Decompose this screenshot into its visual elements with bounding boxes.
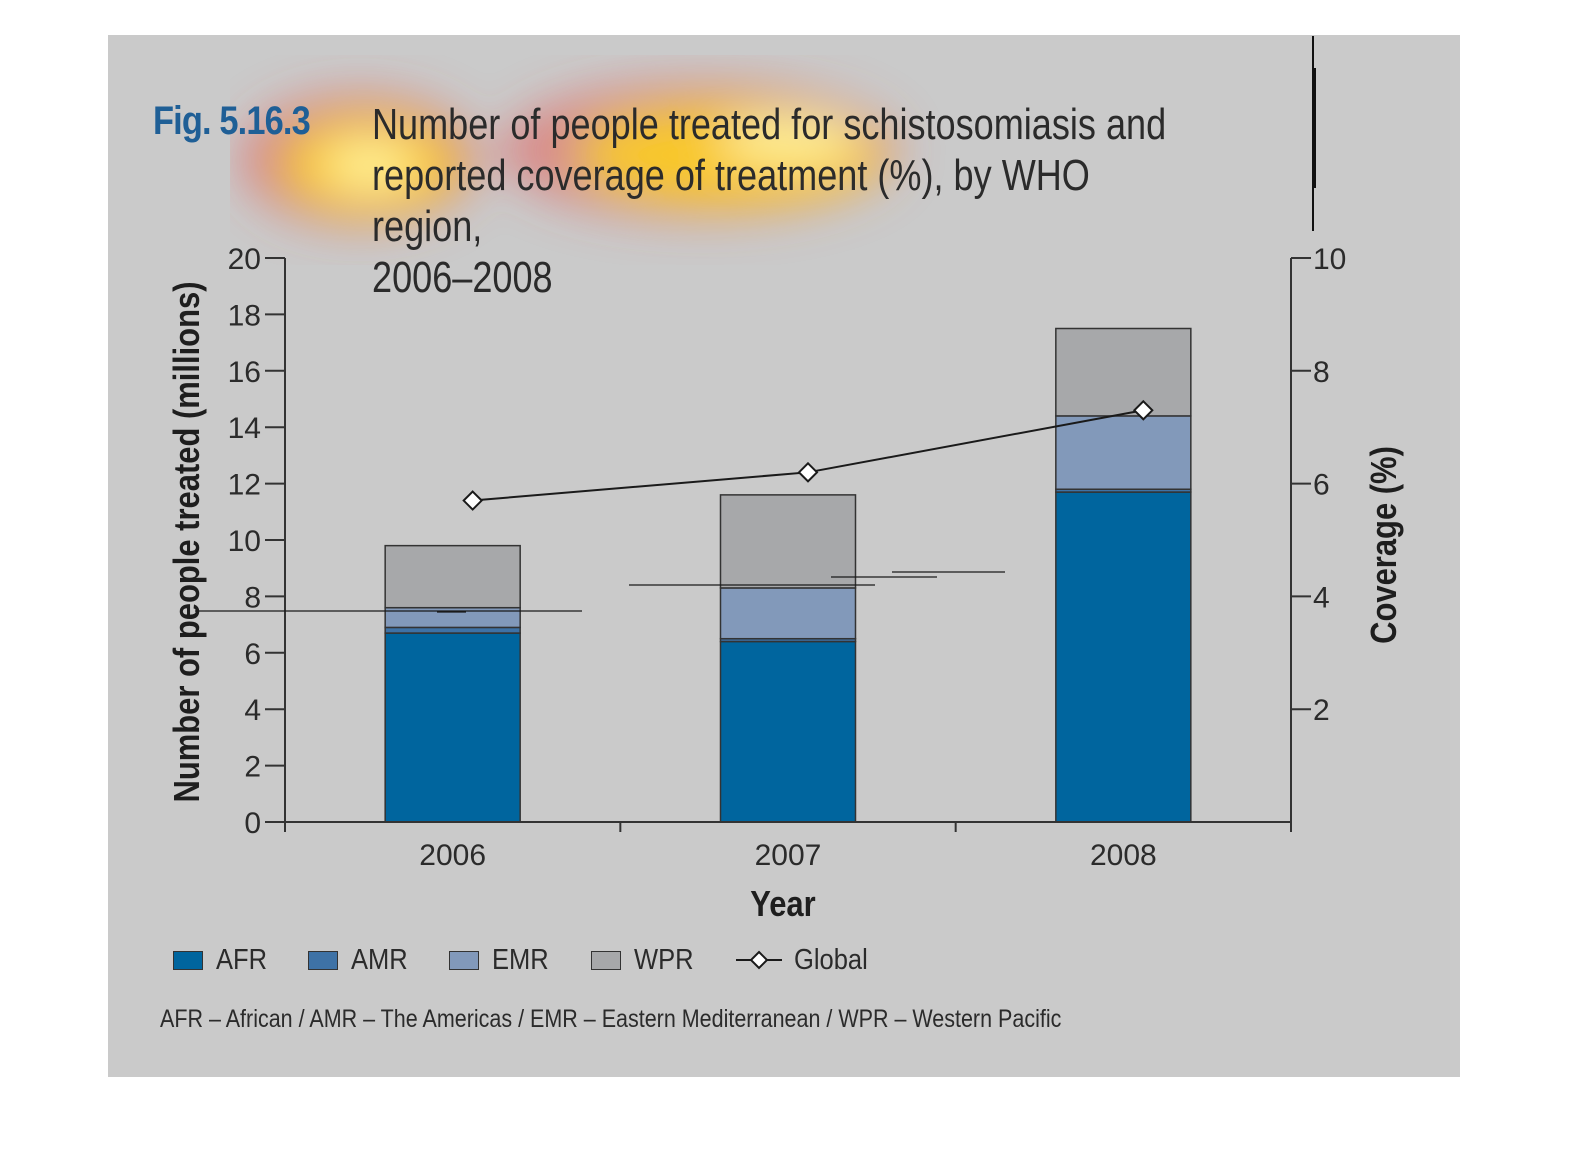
line-diamond-icon xyxy=(735,950,782,970)
scan-artifact-rule xyxy=(1314,68,1316,188)
y-tick-label: 12 xyxy=(228,469,261,502)
legend-item-wpr: WPR xyxy=(590,943,702,977)
legend-item-global: Global xyxy=(735,943,878,977)
y-axis-title: Number of people treated (millions) xyxy=(168,281,208,802)
y-tick-label: 2 xyxy=(244,751,261,784)
legend-swatch-afr xyxy=(173,950,203,970)
y-tick-label: 0 xyxy=(244,807,261,840)
bar-segment-amr xyxy=(384,626,521,634)
legend-swatch-wpr xyxy=(590,950,621,970)
x-tick-label: 2006 xyxy=(419,839,486,872)
bar-segment-afr xyxy=(384,632,521,823)
legend-swatch-amr xyxy=(308,950,338,970)
legend-item-amr: AMR xyxy=(308,944,415,977)
y-tick-label: 10 xyxy=(228,525,261,558)
bar-segment-wpr xyxy=(1055,327,1192,417)
bar-segment-emr xyxy=(1055,415,1192,490)
legend-item-afr: AFR xyxy=(173,944,274,977)
y-tick-label: 4 xyxy=(244,694,261,727)
bar-segment-wpr xyxy=(719,494,857,589)
x-tick-label: 2007 xyxy=(755,839,822,872)
legend-label: WPR xyxy=(633,943,694,976)
global-coverage-line xyxy=(472,409,1144,502)
x-tick-label: 2008 xyxy=(1090,839,1157,872)
bar-segment-wpr xyxy=(384,544,521,609)
y2-axis-title: Coverage (%) xyxy=(1365,446,1405,644)
global-coverage-point xyxy=(1132,399,1154,421)
global-coverage-point xyxy=(797,461,819,483)
y2-tick-label: 10 xyxy=(1313,243,1346,276)
y2-tick-label: 2 xyxy=(1313,694,1330,727)
bar-segment-afr xyxy=(1055,491,1192,823)
footnote: AFR – African / AMR – The Americas / EMR… xyxy=(160,1005,1062,1033)
legend: AFR AMR EMR WPR Global xyxy=(173,942,911,978)
legend-item-emr: EMR xyxy=(449,944,556,977)
legend-label: Global xyxy=(793,943,868,976)
bar-segment-emr xyxy=(719,587,857,640)
legend-label: AMR xyxy=(351,943,408,976)
legend-label: AFR xyxy=(216,943,268,976)
y-tick-label: 18 xyxy=(228,299,261,332)
figure-number: Fig. 5.16.3 xyxy=(153,99,311,143)
y-tick-label: 16 xyxy=(228,356,261,389)
legend-label: EMR xyxy=(492,943,550,976)
x-axis-title: Year xyxy=(750,885,815,925)
y2-tick-label: 4 xyxy=(1313,581,1330,614)
y-tick-label: 8 xyxy=(244,581,261,614)
figure-title: Number of people treated for schistosomi… xyxy=(372,100,1167,302)
y2-tick-label: 8 xyxy=(1313,356,1330,389)
scan-artifact-rule xyxy=(1312,36,1314,231)
global-coverage-point xyxy=(462,490,484,511)
y-tick-label: 20 xyxy=(228,243,261,276)
bar-segment-afr xyxy=(719,640,857,823)
y-tick-label: 6 xyxy=(244,638,261,671)
y-tick-label: 14 xyxy=(228,412,261,445)
legend-swatch-emr xyxy=(449,950,480,970)
y2-tick-label: 6 xyxy=(1313,469,1330,502)
